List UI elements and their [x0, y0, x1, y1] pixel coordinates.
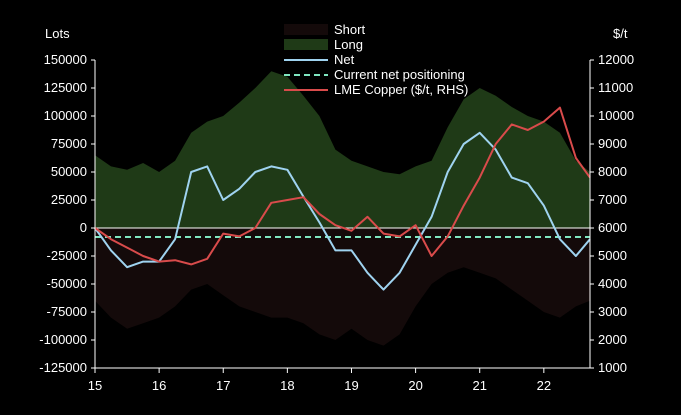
y-right-axis-title: $/t	[613, 26, 628, 41]
x-tick-label: 21	[472, 378, 486, 393]
y-right-tick-label: 6000	[598, 220, 627, 235]
y-left-tick-label: 125000	[44, 80, 87, 95]
x-tick-label: 17	[216, 378, 230, 393]
y-right-tick-label: 5000	[598, 248, 627, 263]
y-right-tick-label: 3000	[598, 304, 627, 319]
series-lme-copper-line	[94, 106, 591, 266]
legend-label: Long	[334, 37, 363, 52]
series-net-line	[94, 131, 591, 291]
line-layer	[94, 106, 591, 291]
y-right-tick-label: 12000	[598, 52, 634, 67]
y-left-tick-label: 100000	[44, 108, 87, 123]
y-left-tick-label: 75000	[51, 136, 87, 151]
y-left-tick-label: -50000	[47, 276, 87, 291]
y-right-tick-label: 11000	[598, 80, 633, 95]
y-left-tick-label: -125000	[39, 360, 87, 375]
legend-swatch-long	[284, 39, 328, 50]
y-left-axis-title: Lots	[45, 26, 70, 41]
y-left-tick-label: -100000	[39, 332, 87, 347]
y-right-tick-label: 7000	[598, 192, 627, 207]
x-tick-label: 18	[280, 378, 294, 393]
x-tick-label: 22	[537, 378, 551, 393]
y-left-tick-label: 0	[80, 220, 87, 235]
legend-swatch-short	[284, 24, 328, 35]
legend-label: Net	[334, 52, 355, 67]
y-left-tick-label: 50000	[51, 164, 87, 179]
y-right-tick-label: 8000	[598, 164, 627, 179]
x-tick-label: 20	[408, 378, 422, 393]
y-left-tick-label: -25000	[47, 248, 87, 263]
legend-label: Current net positioning	[334, 67, 465, 82]
axes-layer: 150000 125000 100000 75000 50000 25000 0 -25000…	[39, 26, 634, 393]
x-tick-label: 16	[152, 378, 166, 393]
area-short	[95, 228, 590, 346]
area-layer	[95, 71, 590, 346]
y-left-tick-label: 25000	[51, 192, 87, 207]
y-right-tick-label: 1000	[598, 360, 627, 375]
y-right-tick-label: 10000	[598, 108, 634, 123]
y-left-tick-label: 150000	[44, 52, 87, 67]
y-right-tick-label: 2000	[598, 332, 627, 347]
y-right-tick-label: 4000	[598, 276, 627, 291]
legend-label: Short	[334, 22, 365, 37]
x-tick-label: 19	[344, 378, 358, 393]
y-right-tick-label: 9000	[598, 136, 627, 151]
legend-label: LME Copper ($/t, RHS)	[334, 82, 468, 97]
y-left-tick-label: -75000	[47, 304, 87, 319]
x-tick-label: 15	[88, 378, 102, 393]
